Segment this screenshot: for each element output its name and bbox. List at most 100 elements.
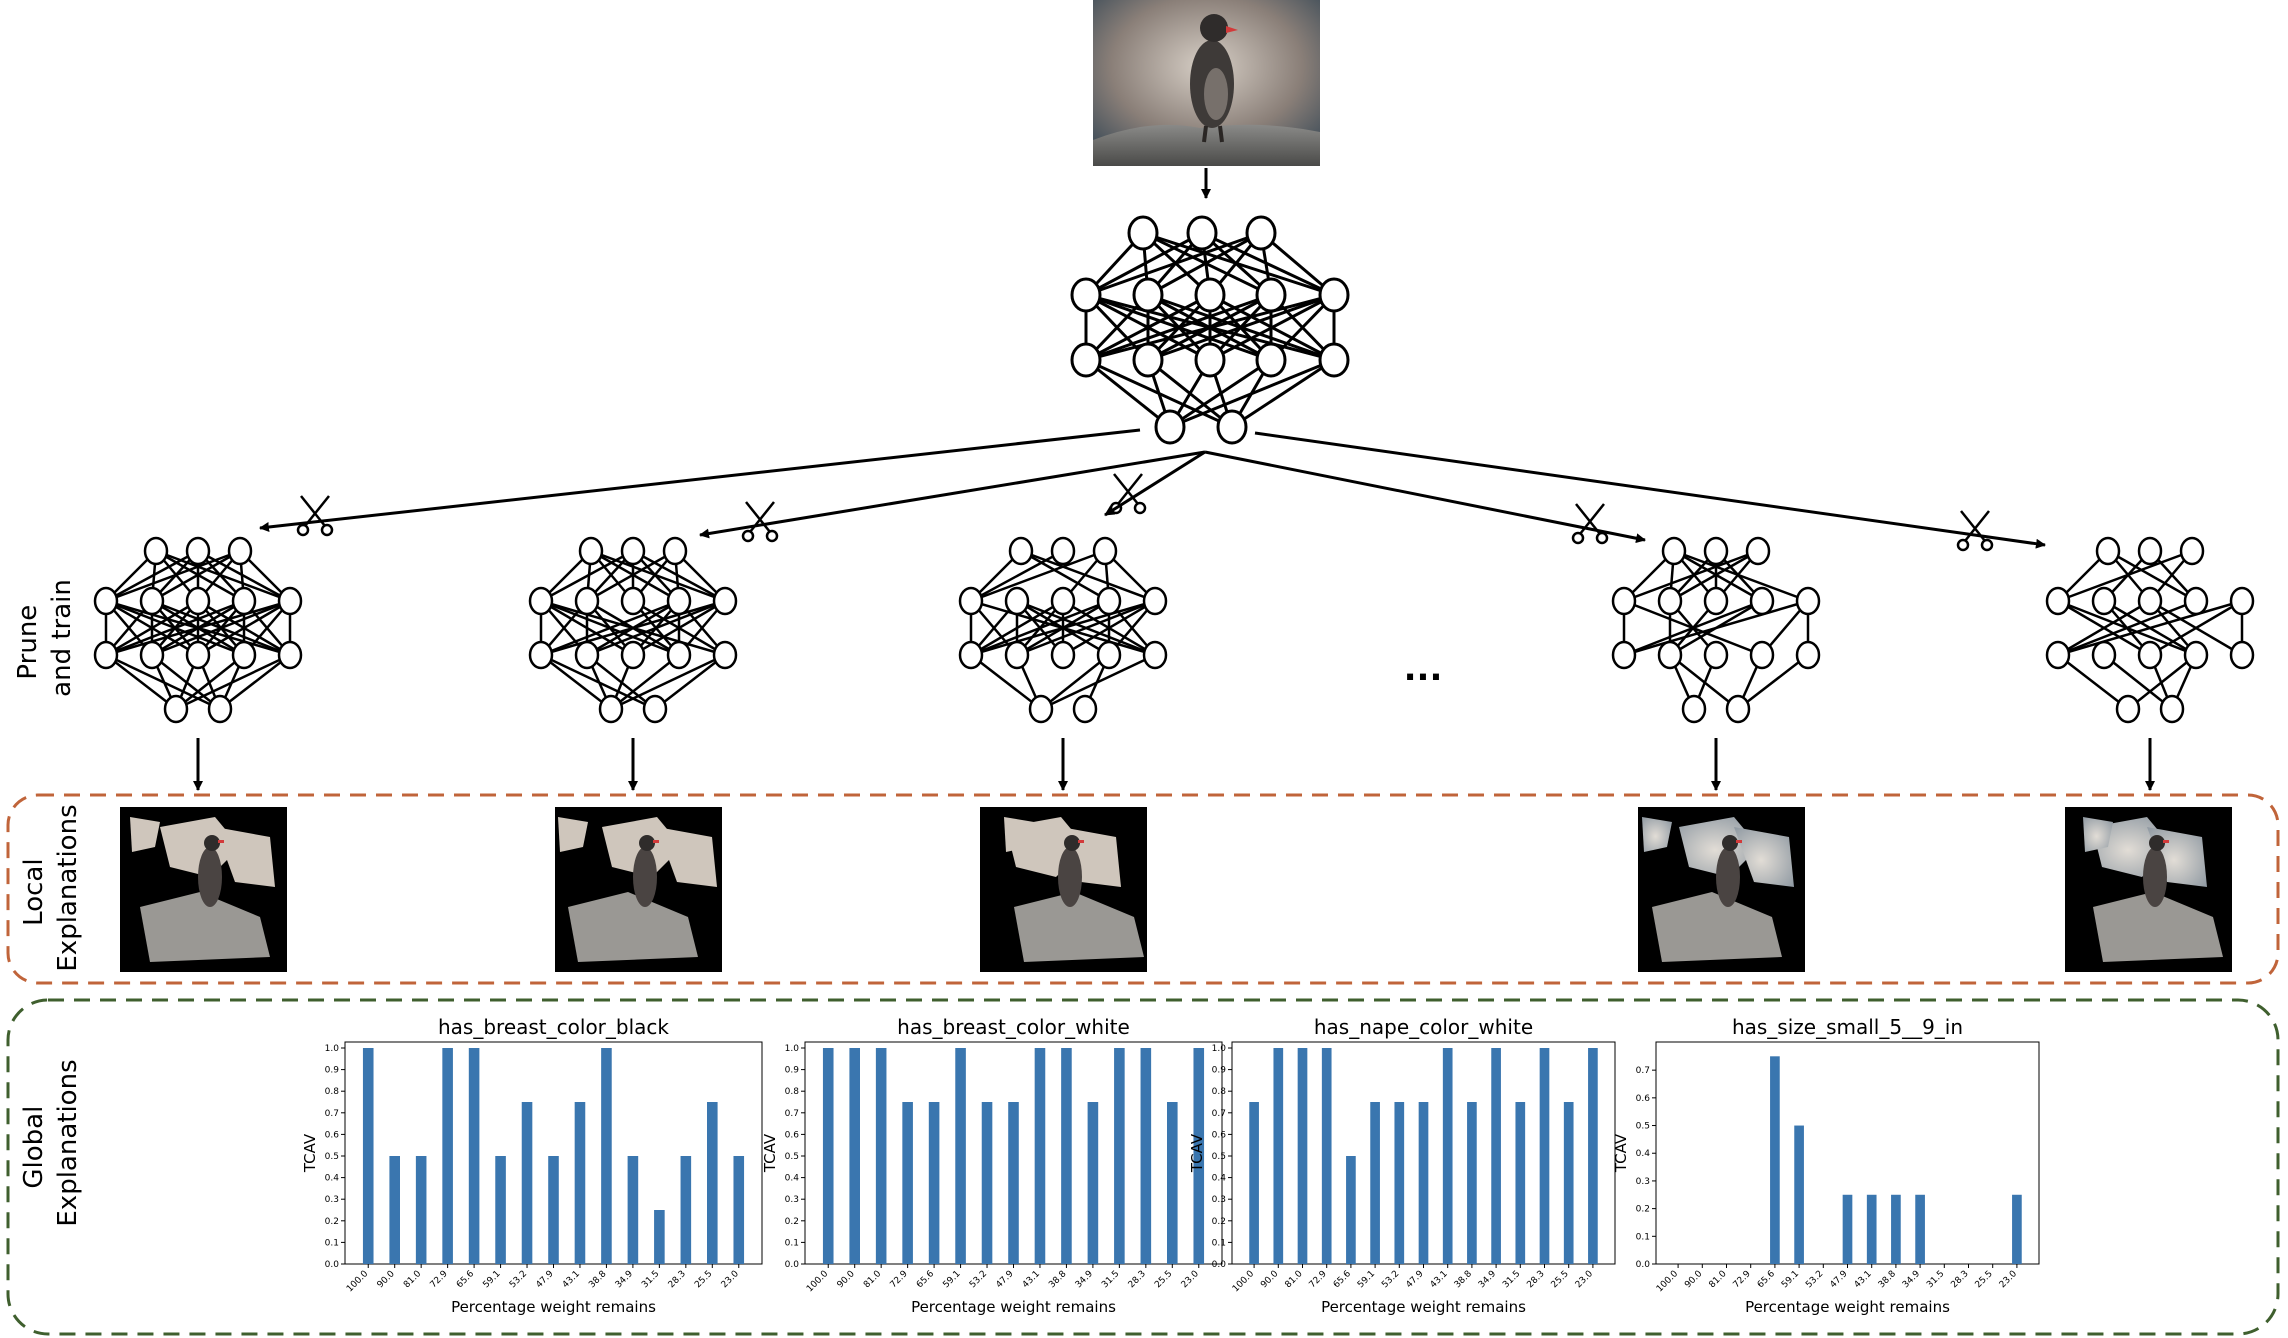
x-tick-label: 100.0	[1655, 1269, 1680, 1294]
network-edge	[1673, 549, 1809, 603]
y-tick-label: 0.7	[785, 1109, 799, 1119]
tcav-bar	[981, 1102, 993, 1264]
y-tick-label: 0.0	[1636, 1260, 1651, 1270]
network-edge	[1737, 654, 1809, 710]
tcav-bar	[1418, 1102, 1429, 1264]
scissors-icon	[1109, 473, 1147, 515]
network-node	[1703, 586, 1729, 616]
network-edge	[540, 654, 612, 710]
tcav-bar-chart: has_size_small_5__9_in 0.0 0.1 0.2 0.3 0.4 0.5…	[1612, 1015, 2040, 1316]
x-tick-label: 90.0	[836, 1269, 857, 1290]
network-node	[2045, 640, 2071, 670]
network-node	[712, 640, 738, 670]
x-tick-label: 59.1	[941, 1269, 962, 1290]
branch-arrow	[1104, 450, 1206, 517]
y-tick-label: 0.7	[1636, 1066, 1650, 1076]
y-tick-label: 0.6	[1212, 1130, 1227, 1140]
network-edge	[1020, 549, 1156, 603]
tcav-bar	[362, 1048, 374, 1264]
y-tick-label: 0.6	[325, 1130, 340, 1140]
network-node	[578, 536, 604, 566]
y-tick-label: 0.6	[1636, 1094, 1651, 1104]
network-node	[574, 640, 600, 670]
branch-arrow	[699, 450, 1206, 539]
network-node	[277, 586, 303, 616]
network-edge	[1020, 549, 1110, 603]
x-tick-label: 34.9	[1477, 1269, 1498, 1290]
network-node	[1657, 586, 1683, 616]
network-node	[1004, 640, 1030, 670]
x-tick-label: 25.5	[1974, 1269, 1995, 1290]
network-node	[207, 694, 233, 724]
scissors-icon	[296, 495, 334, 537]
tcav-bar	[601, 1048, 612, 1264]
y-tick-label: 0.1	[785, 1238, 799, 1248]
x-tick-label: 43.1	[1429, 1269, 1450, 1290]
masked-bird-image	[980, 807, 1147, 972]
tcav-bar	[822, 1048, 834, 1264]
network-node	[1004, 586, 1030, 616]
x-tick-label: 28.3	[667, 1269, 688, 1290]
network-node	[1050, 640, 1076, 670]
network-edge	[2057, 599, 2197, 657]
y-tick-label: 0.3	[785, 1195, 799, 1205]
network-edge	[1016, 599, 1156, 657]
network-node	[1096, 586, 1122, 616]
network-edge	[151, 549, 241, 603]
network-edge	[610, 653, 726, 711]
tcav-bar	[733, 1156, 745, 1264]
prune-and-train-label: Prune and train	[13, 579, 77, 697]
x-tick-label: 72.9	[1308, 1269, 1329, 1290]
tcav-bar	[1034, 1048, 1046, 1264]
tcav-bar	[1394, 1102, 1405, 1264]
tcav-bar	[1467, 1102, 1477, 1264]
x-tick-label: 81.0	[1283, 1269, 1304, 1290]
network-node	[528, 586, 554, 616]
chart-title: has_breast_color_black	[438, 1015, 669, 1039]
x-tick-label: 43.1	[1853, 1269, 1874, 1290]
prune-branch-arrows	[259, 428, 2046, 552]
x-tick-label: 53.2	[1380, 1269, 1401, 1290]
network-node	[1795, 586, 1821, 616]
tcav-bar	[1140, 1048, 1152, 1264]
tcav-bar	[495, 1156, 506, 1264]
masked-bird-image	[2065, 807, 2232, 972]
local-explanations-label: Local Explanations	[19, 804, 83, 971]
tcav-bar	[1794, 1125, 1804, 1264]
tcav-bar-chart: has_breast_color_white 0.0 0.1 0.2 0.3 0.4 0.5…	[761, 1015, 1223, 1316]
network-edge	[632, 549, 726, 603]
tcav-bar	[849, 1048, 860, 1264]
y-tick-label: 0.2	[325, 1217, 339, 1227]
tcav-bar	[1539, 1048, 1550, 1264]
network-node	[143, 536, 169, 566]
network-node	[1072, 694, 1098, 724]
network-node	[277, 640, 303, 670]
x-tick-label: 23.0	[1574, 1269, 1595, 1290]
x-tick-label: 25.5	[1153, 1269, 1174, 1290]
x-tick-label: 23.0	[1998, 1269, 2019, 1290]
network-node	[1661, 536, 1687, 566]
y-tick-label: 0.1	[1212, 1238, 1226, 1248]
x-tick-label: 43.1	[561, 1269, 582, 1290]
network-node	[2115, 694, 2141, 724]
y-tick-label: 0.4	[785, 1174, 800, 1184]
y-tick-label: 0.8	[785, 1087, 800, 1097]
network-edge	[1623, 599, 1809, 657]
tcav-bar	[1915, 1194, 1925, 1264]
network-node	[598, 694, 624, 724]
x-tick-label: 47.9	[534, 1269, 555, 1290]
network-edge	[632, 599, 726, 657]
network-edge	[1147, 293, 1335, 362]
chart-title: has_nape_color_white	[1314, 1015, 1533, 1039]
network-node	[1611, 640, 1637, 670]
network-node	[1681, 694, 1707, 724]
network-node	[642, 694, 668, 724]
tcav-bar	[680, 1156, 692, 1264]
y-tick-label: 1.0	[1212, 1044, 1227, 1054]
network-edge	[586, 599, 726, 657]
y-tick-label: 0.4	[1212, 1174, 1227, 1184]
network-node	[1745, 536, 1771, 566]
network-node	[1318, 277, 1350, 313]
network-node	[528, 640, 554, 670]
network-node	[1050, 586, 1076, 616]
